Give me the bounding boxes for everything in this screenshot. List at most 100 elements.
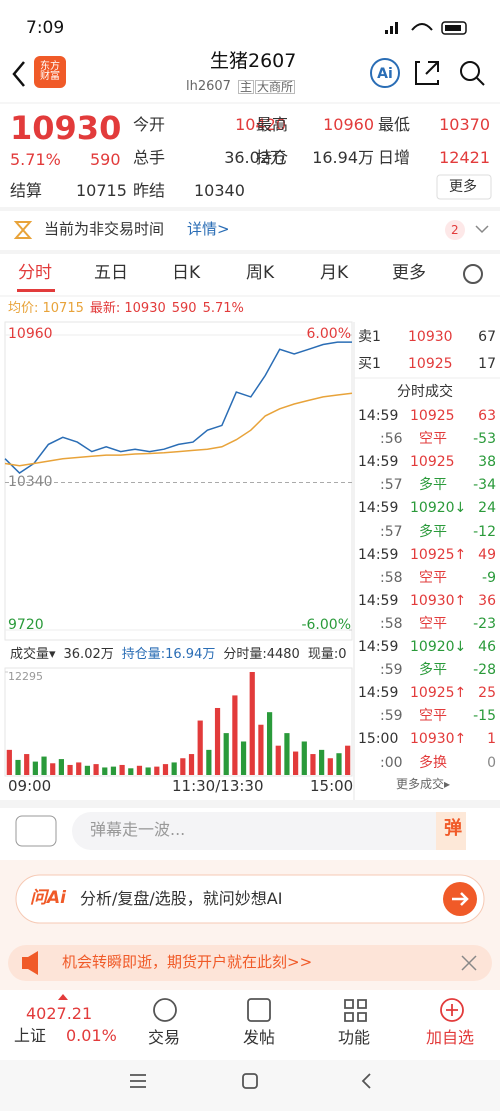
- volume-bar: [336, 753, 342, 775]
- field-label: 总手: [133, 148, 166, 167]
- search-button[interactable]: [460, 61, 480, 81]
- nav-item[interactable]: 加自选: [426, 1028, 475, 1047]
- trade-text: 空平: [419, 615, 447, 632]
- field-value: 10420: [235, 115, 286, 134]
- tab[interactable]: 日K: [172, 263, 201, 283]
- close-banner[interactable]: [461, 955, 477, 971]
- trade-time: :56: [380, 431, 403, 448]
- trade-time: :59: [380, 708, 403, 725]
- ai-button[interactable]: [370, 58, 400, 88]
- field-label: 昨结: [133, 181, 166, 200]
- volume-bar: [110, 766, 117, 775]
- battery-level: [445, 25, 461, 31]
- share-button[interactable]: [415, 61, 439, 85]
- y2-tick-label: -6.00%: [301, 617, 351, 633]
- wifi-icon: [411, 23, 433, 31]
- notice-link[interactable]: 详情>: [187, 220, 230, 238]
- trade-qty: -23: [473, 615, 496, 632]
- volume-bar: [102, 767, 108, 775]
- volume-bar: [284, 733, 290, 775]
- trade-time: :58: [380, 569, 403, 586]
- book-label: 卖1: [358, 329, 381, 345]
- stock-code: lh2607: [186, 79, 231, 94]
- bottom-nav: [0, 990, 500, 1060]
- trade-icon: [153, 998, 177, 1022]
- volume-bar: [197, 720, 203, 775]
- back-button[interactable]: [12, 61, 25, 87]
- trade-text: 10930↑: [410, 592, 467, 609]
- tab[interactable]: 周K: [246, 263, 275, 283]
- tab[interactable]: 五日: [94, 263, 128, 283]
- system-nav: [0, 1060, 500, 1111]
- trade-text: 10925↑: [410, 546, 467, 563]
- field-label: 持仓: [256, 148, 289, 167]
- field-value: 10340: [194, 181, 245, 200]
- nav-item[interactable]: 交易: [148, 1028, 181, 1047]
- banner[interactable]: [8, 945, 492, 981]
- tab[interactable]: 分时: [18, 263, 52, 283]
- field-label: 最低: [378, 115, 411, 134]
- volume-bar: [154, 766, 160, 775]
- volume-bar: [58, 759, 64, 775]
- danmaku-toggle[interactable]: [15, 815, 57, 847]
- field-value: 12421: [439, 148, 490, 167]
- more-trades[interactable]: 更多成交▸: [396, 777, 451, 791]
- tab[interactable]: 更多: [392, 263, 426, 283]
- volume-bar: [50, 763, 56, 775]
- volume-bar: [293, 751, 299, 775]
- add-plus: [446, 1004, 458, 1016]
- index-name: 上证: [14, 1026, 47, 1045]
- volume-bar: [206, 749, 212, 775]
- menu-key[interactable]: [130, 1074, 146, 1088]
- ai-bar[interactable]: [15, 874, 485, 924]
- home-key[interactable]: [242, 1073, 258, 1089]
- y-tick-label: 10960: [8, 326, 53, 342]
- price-line: [4, 392, 353, 467]
- volume-bar: [240, 741, 247, 775]
- search-handle: [476, 77, 485, 86]
- price-pane: [4, 321, 353, 641]
- index-change: 0.01%: [66, 1026, 117, 1045]
- x-tick-label: 15:00: [310, 777, 354, 795]
- field-value: 10370: [439, 115, 490, 134]
- more-button[interactable]: 更多: [449, 179, 477, 195]
- danmaku-button[interactable]: 弹: [444, 818, 462, 839]
- nav-item[interactable]: 发帖: [243, 1028, 276, 1047]
- tab[interactable]: 月K: [320, 263, 349, 283]
- field-label: 结算: [10, 181, 43, 200]
- book-price: 10930: [408, 329, 453, 345]
- speaker-icon: [22, 951, 38, 975]
- x-tick-label: 11:30/13:30: [172, 777, 264, 795]
- expand-icon[interactable]: [475, 225, 489, 234]
- volume-bar: [15, 759, 21, 775]
- volume-header: 36.02万: [63, 647, 114, 662]
- danmaku-input[interactable]: [72, 812, 466, 850]
- trade-time: 14:59: [358, 592, 399, 609]
- more-button[interactable]: [436, 174, 492, 200]
- volume-bar: [84, 765, 91, 775]
- settings-button[interactable]: [463, 264, 483, 284]
- volume-bar: [67, 764, 73, 775]
- volume-bar: [258, 724, 264, 775]
- trade-qty: 1: [487, 731, 496, 748]
- banner-text[interactable]: 机会转瞬即逝，期货开户就在此刻>>: [62, 953, 313, 971]
- volume-bar: [223, 733, 229, 775]
- trade-time: 14:59: [358, 639, 399, 655]
- back-key[interactable]: [361, 1073, 371, 1089]
- volume-bar: [24, 754, 30, 775]
- field-label: 今开: [133, 115, 166, 134]
- volume-bar: [41, 756, 47, 775]
- info-item: 5.71%: [202, 301, 244, 316]
- trade-text: 10925: [410, 408, 455, 424]
- trade-qty: 38: [478, 454, 496, 471]
- volume-bar: [310, 754, 316, 775]
- volume-bar: [319, 749, 325, 775]
- danmaku-send[interactable]: [436, 812, 466, 850]
- ai-text: 分析/复盘/选股，就问妙想AI: [80, 889, 283, 908]
- trades-title: 分时成交: [397, 384, 453, 400]
- volume-bar: [249, 672, 255, 775]
- field-label: 日增: [378, 148, 411, 167]
- info-item: 590: [171, 301, 197, 316]
- nav-item[interactable]: 功能: [338, 1028, 371, 1047]
